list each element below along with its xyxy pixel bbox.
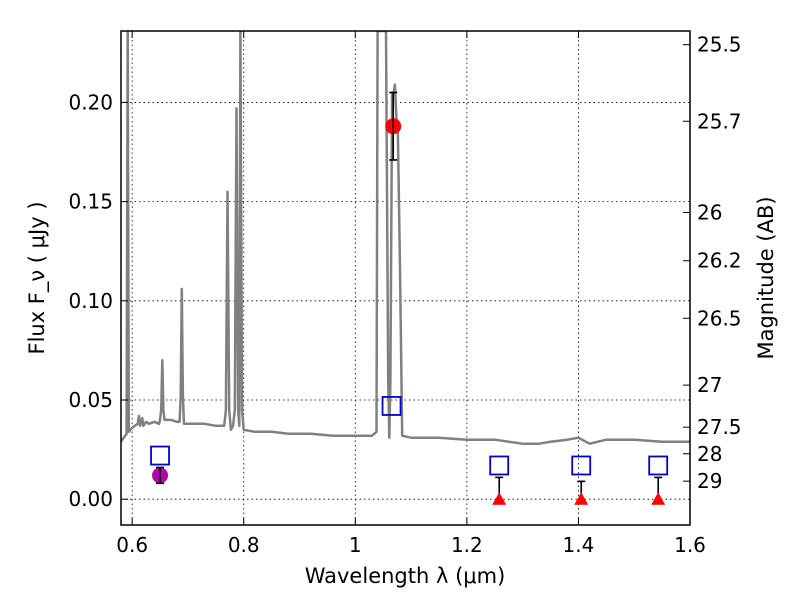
y-tick-label-2: 0.10	[68, 289, 113, 313]
mag-tick-label-8: 29	[697, 469, 722, 493]
mag-tick-label-5: 27	[697, 373, 722, 397]
model-square-1	[381, 396, 402, 416]
plot-area	[121, 31, 690, 445]
spectrum-line	[121, 31, 690, 445]
model-square-0	[150, 445, 170, 466]
x-tick-label-4: 1.4	[563, 533, 595, 557]
upper-limit-triangle-2	[651, 492, 666, 505]
upper-limit-triangle-0	[492, 492, 507, 505]
markers	[150, 91, 669, 505]
y-tick-label-3: 0.15	[68, 190, 113, 214]
mag-tick-label-4: 26.5	[697, 306, 742, 330]
mag-tick-label-0: 25.5	[697, 33, 742, 57]
mag-tick-label-3: 26.2	[697, 249, 742, 273]
upper-limit-triangle-1	[574, 492, 589, 505]
mag-tick-label-1: 25.7	[697, 109, 742, 133]
model-square-4	[648, 455, 669, 476]
mag-tick-label-6: 27.5	[697, 415, 742, 439]
plot-frame	[120, 30, 691, 526]
plot-background	[121, 31, 690, 525]
x-tick-label-0: 0.6	[116, 533, 148, 557]
x-axis-label: Wavelength λ (μm)	[305, 564, 506, 588]
y-axis-label-left: Flux F_ν ( μJy )	[25, 201, 50, 354]
y-tick-label-1: 0.05	[68, 388, 113, 412]
model-square-2	[489, 455, 510, 476]
x-tick-label-5: 1.6	[674, 533, 706, 557]
axes: 0.6 0.8 1 1.2 1.4 1.6 0.00 0.05 0.10 0.15 0.20 25.5…	[68, 31, 742, 557]
y-axis-label-right: Magnitude (AB)	[754, 196, 778, 359]
x-tick-label-2: 1	[349, 533, 362, 557]
mag-tick-label-2: 26	[697, 201, 722, 225]
y-tick-label-0: 0.00	[68, 487, 113, 511]
y-tick-label-4: 0.20	[68, 90, 113, 114]
model-square-3	[571, 455, 592, 476]
x-tick-label-3: 1.2	[451, 533, 483, 557]
mag-tick-label-7: 28	[697, 442, 722, 466]
x-tick-label-1: 0.8	[228, 533, 260, 557]
